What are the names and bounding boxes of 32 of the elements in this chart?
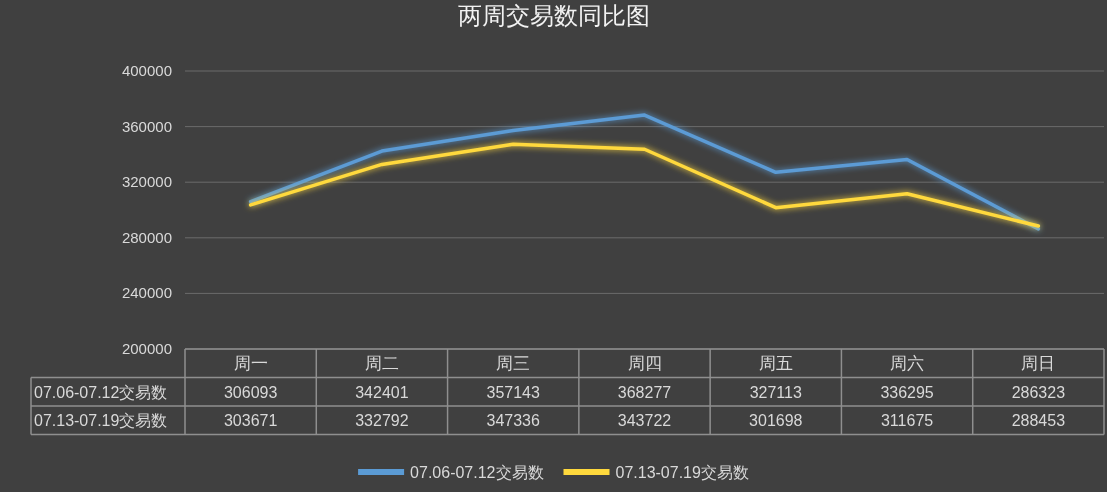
data-label: 327113 <box>749 383 802 401</box>
legend-label: 07.06-07.12交易数 <box>410 464 544 481</box>
y-tick: 400000 <box>121 62 172 79</box>
table-row-label: 07.13-07.19交易数 <box>34 412 168 430</box>
data-label: 303671 <box>223 412 278 430</box>
data-label: 336295 <box>880 383 934 401</box>
data-label: 332792 <box>355 412 409 430</box>
y-tick: 280000 <box>121 228 172 246</box>
y-tick: 240000 <box>121 284 172 302</box>
data-label: 301698 <box>749 412 803 430</box>
x-category: 周一 <box>233 354 268 374</box>
data-label: 306093 <box>223 383 278 401</box>
x-category: 周日 <box>1021 354 1056 374</box>
y-tick: 320000 <box>121 173 172 191</box>
data-label: 342401 <box>355 383 409 401</box>
table-row-label: 07.06-07.12交易数 <box>34 383 168 401</box>
data-label: 368277 <box>617 383 672 401</box>
data-label: 343722 <box>617 412 672 430</box>
title: 两周交易数同比图 <box>457 3 650 29</box>
x-category: 周六 <box>890 354 925 374</box>
x-category: 周四 <box>627 354 662 374</box>
y-tick: 360000 <box>121 117 172 135</box>
legend-label: 07.13-07.19交易数 <box>615 464 749 481</box>
x-category: 周三 <box>496 354 531 374</box>
x-category: 周五 <box>758 354 793 374</box>
data-label: 347336 <box>486 412 540 430</box>
data-label: 286323 <box>1011 383 1066 401</box>
data-label: 288453 <box>1011 412 1066 430</box>
data-label: 357143 <box>486 383 540 401</box>
data-label: 311675 <box>880 412 934 430</box>
y-tick: 200000 <box>121 340 172 357</box>
x-category: 周二 <box>364 354 399 374</box>
